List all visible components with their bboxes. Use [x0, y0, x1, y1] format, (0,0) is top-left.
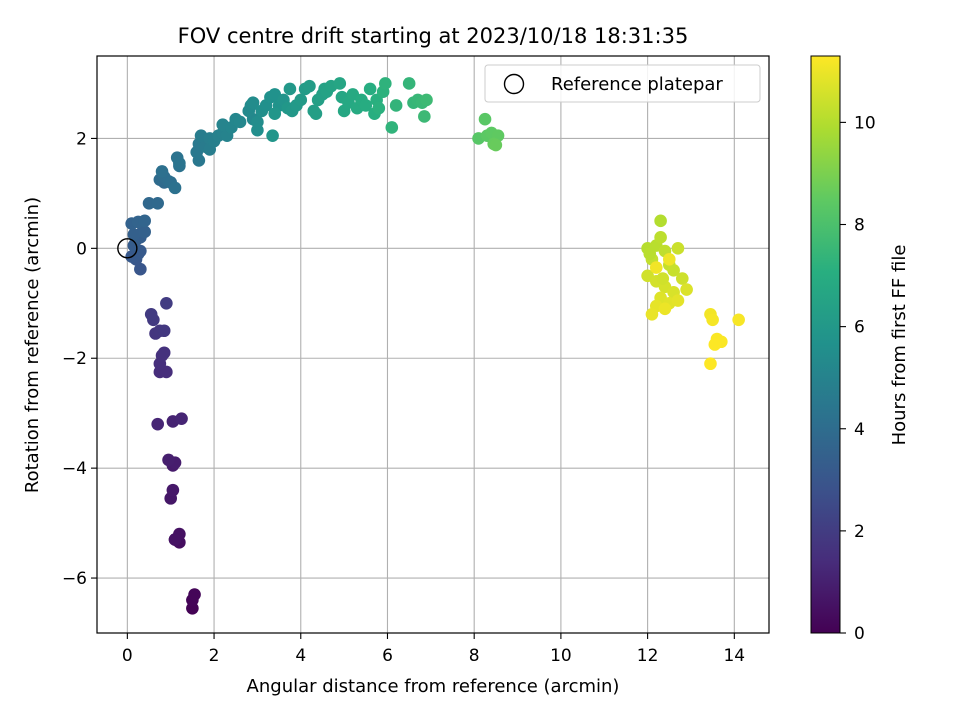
data-point: [309, 107, 323, 120]
data-point: [671, 294, 685, 307]
x-tick-label: 0: [122, 646, 133, 666]
data-point: [138, 225, 151, 239]
x-tick-label: 2: [209, 646, 220, 666]
legend: Reference platepar: [484, 64, 761, 103]
data-point: [649, 261, 663, 274]
colorbar-tick-label: 2: [854, 522, 865, 542]
data-point: [175, 412, 188, 425]
data-point: [704, 357, 717, 371]
y-tick-label: −6: [62, 569, 87, 589]
data-point: [333, 77, 347, 90]
data-point: [188, 588, 201, 601]
data-point: [266, 129, 279, 142]
x-tick-label: 6: [382, 646, 393, 666]
x-axis-ticks: 0 2 4 6 8 10 12 14: [122, 633, 745, 666]
x-tick-label: 12: [637, 646, 659, 666]
colorbar-tick-label: 8: [854, 216, 865, 236]
data-point: [654, 214, 667, 228]
data-point: [157, 324, 171, 338]
data-point: [667, 264, 680, 277]
data-point: [294, 93, 308, 107]
chart-title: FOV centre drift starting at 2023/10/18 …: [178, 24, 689, 48]
data-point: [654, 231, 667, 244]
data-point: [732, 313, 745, 327]
data-point: [246, 96, 260, 110]
legend-reference-marker: [503, 73, 525, 95]
data-point: [233, 115, 247, 129]
data-point: [379, 77, 392, 90]
data-point: [420, 93, 433, 107]
data-point: [303, 79, 316, 93]
data-point: [151, 417, 164, 431]
data-point: [138, 214, 151, 228]
data-point: [144, 307, 158, 321]
data-point: [134, 262, 147, 276]
grid-lines: [97, 56, 769, 633]
data-point: [389, 99, 403, 112]
data-point: [662, 253, 676, 266]
colorbar-ticks: 0 2 4 6 8 10: [840, 113, 876, 644]
legend-box: [484, 64, 761, 103]
data-point: [151, 196, 164, 210]
data-point: [489, 138, 503, 152]
colorbar-gradient: [810, 55, 841, 634]
plot-frame: [96, 55, 770, 634]
data-point: [251, 123, 264, 137]
data-point: [168, 533, 182, 546]
colorbar-tick-label: 0: [854, 624, 865, 644]
y-axis-ticks: −6 −4 −2 0 2: [62, 129, 97, 589]
data-point: [162, 453, 175, 467]
x-tick-label: 14: [723, 646, 745, 666]
y-tick-label: −2: [62, 349, 87, 369]
data-point: [372, 101, 386, 115]
x-tick-label: 4: [295, 646, 306, 666]
data-point: [359, 99, 373, 112]
y-tick-label: 0: [76, 239, 87, 259]
data-point: [645, 307, 659, 321]
x-axis-label: Angular distance from reference (arcmin): [247, 676, 620, 697]
y-axis-label: Rotation from reference (arcmin): [22, 197, 43, 493]
colorbar-tick-label: 6: [854, 318, 865, 338]
scatter-points: [125, 77, 745, 615]
data-point: [680, 283, 693, 296]
data-point: [157, 346, 171, 360]
data-point: [168, 181, 182, 195]
data-point: [385, 121, 399, 134]
colorbar-label: Hours from first FF file: [889, 245, 910, 446]
data-point: [166, 483, 180, 497]
data-point: [283, 82, 297, 96]
legend-label: Reference platepar: [551, 74, 723, 95]
y-tick-label: 2: [76, 129, 87, 149]
data-point: [363, 82, 377, 96]
data-point: [656, 272, 670, 285]
data-point: [127, 228, 141, 241]
data-point: [155, 165, 169, 178]
data-point: [708, 338, 722, 351]
data-point: [418, 110, 431, 123]
data-point: [675, 272, 689, 285]
data-point: [268, 107, 282, 120]
data-point: [478, 112, 492, 126]
data-point: [173, 156, 186, 170]
x-tick-label: 8: [469, 646, 480, 666]
data-point: [706, 313, 719, 327]
data-point: [142, 196, 156, 210]
reference-platepar-marker: [117, 238, 138, 259]
data-point: [402, 77, 416, 90]
data-point: [643, 247, 657, 261]
x-tick-label: 10: [550, 646, 572, 666]
colorbar-tick-label: 10: [854, 113, 876, 133]
colorbar: 0 2 4 6 8 10 Hours from first FF file: [810, 55, 910, 644]
colorbar-tick-label: 4: [854, 420, 865, 440]
data-point: [160, 296, 173, 310]
data-point: [658, 302, 672, 316]
y-tick-label: −4: [62, 459, 87, 479]
data-point: [671, 242, 685, 255]
